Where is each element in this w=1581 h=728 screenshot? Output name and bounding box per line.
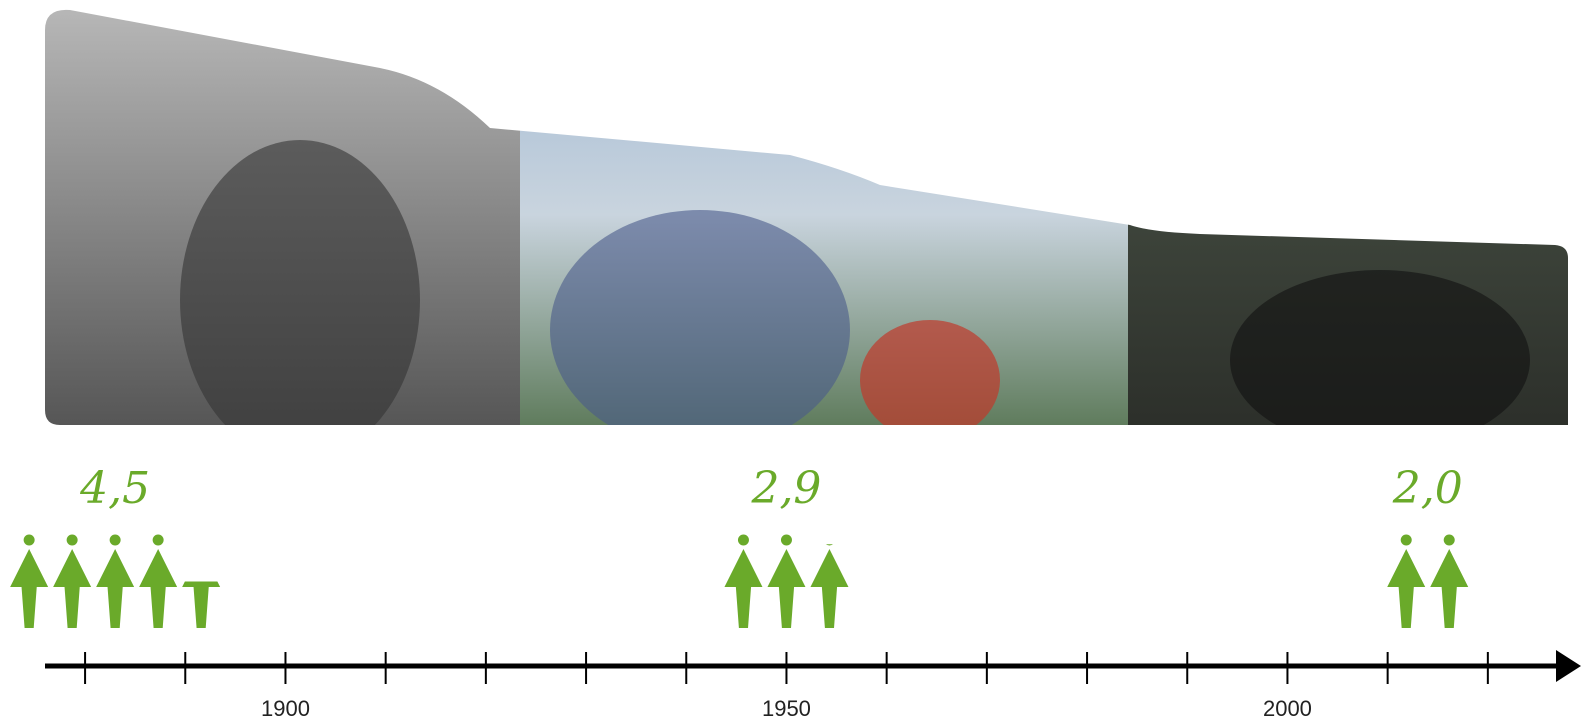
partial-icon [810, 544, 849, 628]
icon-head [109, 534, 121, 546]
partial-icon [182, 535, 221, 628]
icon-body [724, 549, 763, 628]
people-icons [1387, 534, 1469, 628]
icon-head [196, 535, 207, 546]
icon-body [96, 549, 135, 628]
photo-figures [860, 320, 1000, 425]
icon-body [53, 549, 92, 628]
photo-strip [45, 9, 1568, 425]
icon-body [139, 549, 178, 628]
icon-body [810, 549, 849, 628]
icon-head [1443, 534, 1455, 546]
icon-head [152, 534, 164, 546]
value-label: 2,0 [1392, 463, 1463, 514]
icon-head [780, 534, 792, 546]
photo-figures [550, 210, 850, 425]
people-icons [10, 534, 221, 628]
axis-arrow [1556, 650, 1581, 682]
icon-head [66, 534, 78, 546]
people-icons [724, 534, 849, 628]
icon-head [23, 534, 35, 546]
icon-head [737, 534, 749, 546]
photo-figures [1230, 270, 1530, 425]
icon-head [1400, 534, 1412, 546]
icon-body [182, 581, 221, 628]
icon-head [826, 544, 833, 546]
value-label: 2,9 [750, 463, 821, 514]
x-tick-label: 1900 [261, 696, 310, 721]
photo-figures [180, 140, 420, 425]
value-label: 4,5 [79, 463, 150, 514]
x-tick-label: 1950 [762, 696, 811, 721]
icon-body [10, 549, 49, 628]
icon-body [767, 549, 806, 628]
x-tick-label: 2000 [1263, 696, 1312, 721]
icon-body [1387, 549, 1426, 628]
icon-body [1430, 549, 1469, 628]
